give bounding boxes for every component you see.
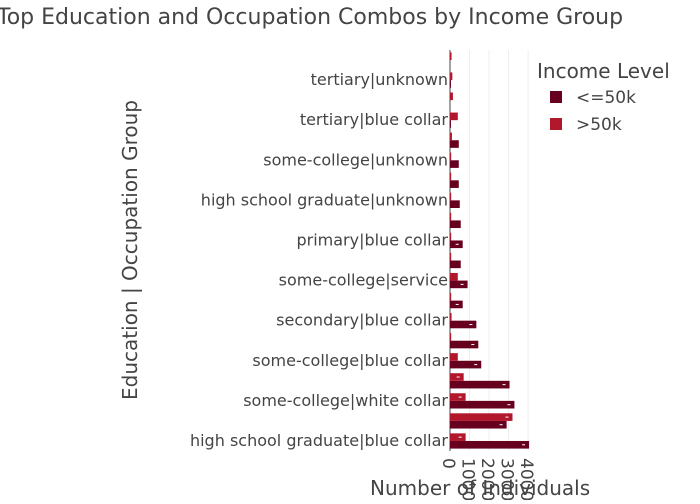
- bar: [450, 420, 507, 429]
- bar: [450, 132, 452, 141]
- bar: [450, 380, 510, 389]
- bar: [450, 140, 459, 148]
- bars: [450, 52, 530, 449]
- bar: [450, 400, 515, 409]
- bar: [450, 353, 458, 361]
- legend-title: Income Level: [537, 59, 670, 83]
- bar: [450, 120, 451, 128]
- y-tick-label: some-college|blue collar: [252, 351, 448, 370]
- x-tick-label: 4000: [516, 458, 536, 500]
- chart-title: Top Education and Occupation Combos by I…: [0, 5, 623, 30]
- legend-label: <=50k: [576, 88, 636, 108]
- bar: [450, 252, 452, 261]
- bar: [450, 160, 459, 168]
- bar: [450, 413, 513, 421]
- bar: [450, 172, 452, 181]
- y-tick-label: tertiary|unknown: [311, 70, 448, 89]
- bar: [450, 393, 466, 401]
- legend-swatch: [550, 118, 562, 130]
- x-axis-title: Number of Individuals: [370, 476, 590, 500]
- bar: [450, 272, 458, 281]
- y-tick-label: tertiary|blue collar: [300, 110, 449, 129]
- bar: [450, 340, 479, 349]
- bar: [450, 52, 452, 61]
- y-tick-label: some-college|white collar: [243, 391, 448, 410]
- y-tick-label: high school graduate|blue collar: [190, 431, 448, 450]
- y-tick-label: primary|blue collar: [296, 230, 448, 249]
- bar: [450, 232, 452, 241]
- bar: [450, 152, 452, 161]
- bar: [450, 433, 466, 441]
- gridlines: [449, 50, 529, 451]
- x-tick-labels: 0 1000 2000 3000 4000: [438, 458, 536, 501]
- bar: [450, 320, 477, 329]
- bar: [450, 200, 460, 208]
- x-tick-label: 0: [438, 458, 458, 469]
- bar: [450, 220, 461, 229]
- bar: [450, 293, 452, 301]
- y-axis-title: Education | Occupation Group: [118, 100, 142, 400]
- bar: [450, 212, 452, 221]
- y-tick-label: high school graduate|unknown: [201, 190, 448, 209]
- bar: [450, 112, 458, 121]
- y-tick-labels: high school graduate|blue collar some-col…: [190, 70, 448, 450]
- legend-swatch: [550, 91, 562, 103]
- bar: [450, 180, 459, 188]
- x-tick-label: 2000: [477, 458, 497, 500]
- bar: [450, 72, 453, 81]
- bar: [450, 260, 461, 269]
- bar: [450, 333, 452, 341]
- y-tick-label: some-college|unknown: [263, 150, 448, 169]
- legend-label: >50k: [576, 115, 622, 135]
- bar: [450, 92, 453, 101]
- legend: Income Level <=50k >50k: [537, 59, 670, 135]
- y-tick-label: secondary|blue collar: [276, 311, 448, 330]
- x-tick-label: 1000: [458, 458, 478, 500]
- bar: [450, 192, 452, 201]
- x-tick-label: 3000: [497, 458, 517, 500]
- bar: [450, 313, 452, 321]
- bar: [450, 80, 451, 88]
- y-tick-label: some-college|service: [279, 271, 448, 290]
- bar: [450, 440, 530, 449]
- bar: [450, 280, 468, 289]
- bar: [450, 360, 482, 369]
- legend-items: <=50k >50k: [550, 88, 636, 135]
